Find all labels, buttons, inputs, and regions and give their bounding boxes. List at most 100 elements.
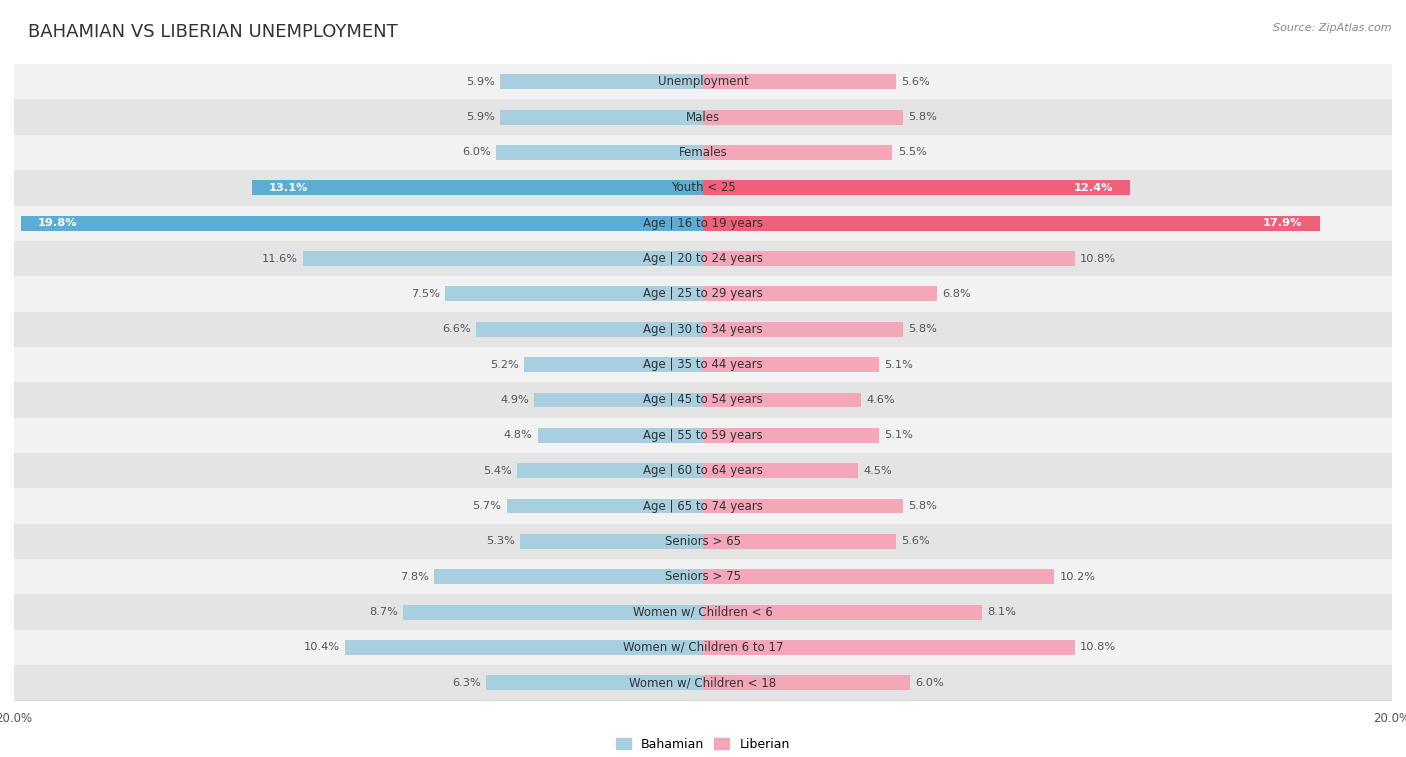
- Bar: [14, 453, 1392, 488]
- Bar: [703, 322, 903, 337]
- Bar: [703, 499, 903, 513]
- Text: 4.6%: 4.6%: [866, 395, 896, 405]
- Bar: [14, 665, 1392, 700]
- Text: Males: Males: [686, 111, 720, 123]
- Text: Age | 25 to 29 years: Age | 25 to 29 years: [643, 288, 763, 301]
- Bar: [14, 559, 1392, 594]
- Text: Age | 16 to 19 years: Age | 16 to 19 years: [643, 217, 763, 229]
- Text: Youth < 25: Youth < 25: [671, 182, 735, 195]
- Bar: [703, 675, 910, 690]
- Text: 8.1%: 8.1%: [987, 607, 1017, 617]
- Bar: [703, 180, 1130, 195]
- Text: 4.5%: 4.5%: [863, 466, 891, 475]
- Text: 5.9%: 5.9%: [465, 76, 495, 87]
- Text: Seniors > 65: Seniors > 65: [665, 535, 741, 548]
- Bar: [703, 286, 938, 301]
- Text: Age | 35 to 44 years: Age | 35 to 44 years: [643, 358, 763, 371]
- Bar: [14, 382, 1392, 418]
- Text: Age | 30 to 34 years: Age | 30 to 34 years: [643, 322, 763, 336]
- Bar: [14, 630, 1392, 665]
- Text: 5.5%: 5.5%: [897, 148, 927, 157]
- Bar: [703, 357, 879, 372]
- Text: 5.1%: 5.1%: [884, 430, 912, 441]
- Bar: [14, 488, 1392, 524]
- Text: 6.0%: 6.0%: [463, 148, 491, 157]
- Text: Women w/ Children < 18: Women w/ Children < 18: [630, 676, 776, 690]
- Legend: Bahamian, Liberian: Bahamian, Liberian: [612, 733, 794, 755]
- Text: 5.6%: 5.6%: [901, 76, 929, 87]
- Text: 5.2%: 5.2%: [489, 360, 519, 369]
- Bar: [703, 605, 981, 619]
- Text: 5.6%: 5.6%: [901, 537, 929, 547]
- Text: Women w/ Children 6 to 17: Women w/ Children 6 to 17: [623, 641, 783, 654]
- Bar: [703, 216, 1320, 231]
- Text: Age | 60 to 64 years: Age | 60 to 64 years: [643, 464, 763, 477]
- Bar: [304, 251, 703, 266]
- Bar: [404, 605, 703, 619]
- Bar: [499, 74, 703, 89]
- Bar: [14, 418, 1392, 453]
- Text: Age | 55 to 59 years: Age | 55 to 59 years: [643, 428, 763, 442]
- Bar: [21, 216, 703, 231]
- Bar: [14, 312, 1392, 347]
- Text: Source: ZipAtlas.com: Source: ZipAtlas.com: [1274, 23, 1392, 33]
- Bar: [475, 322, 703, 337]
- Bar: [703, 393, 862, 407]
- Text: Age | 45 to 54 years: Age | 45 to 54 years: [643, 394, 763, 407]
- Text: 11.6%: 11.6%: [263, 254, 298, 263]
- Text: Age | 20 to 24 years: Age | 20 to 24 years: [643, 252, 763, 265]
- Text: Women w/ Children < 6: Women w/ Children < 6: [633, 606, 773, 618]
- Text: 4.8%: 4.8%: [503, 430, 533, 441]
- Bar: [14, 524, 1392, 559]
- Text: 5.9%: 5.9%: [465, 112, 495, 122]
- Bar: [14, 64, 1392, 99]
- Bar: [14, 99, 1392, 135]
- Bar: [14, 170, 1392, 205]
- Text: Seniors > 75: Seniors > 75: [665, 570, 741, 583]
- Text: 10.2%: 10.2%: [1060, 572, 1095, 581]
- Bar: [703, 640, 1076, 655]
- Bar: [703, 251, 1076, 266]
- Bar: [524, 357, 703, 372]
- Bar: [499, 110, 703, 125]
- Bar: [14, 135, 1392, 170]
- Text: Age | 65 to 74 years: Age | 65 to 74 years: [643, 500, 763, 512]
- Text: 7.8%: 7.8%: [401, 572, 429, 581]
- Text: 13.1%: 13.1%: [269, 183, 308, 193]
- Bar: [703, 569, 1054, 584]
- Bar: [252, 180, 703, 195]
- Text: BAHAMIAN VS LIBERIAN UNEMPLOYMENT: BAHAMIAN VS LIBERIAN UNEMPLOYMENT: [28, 23, 398, 41]
- Bar: [496, 145, 703, 160]
- Text: 6.6%: 6.6%: [441, 324, 471, 335]
- Text: 8.7%: 8.7%: [370, 607, 398, 617]
- Text: 5.8%: 5.8%: [908, 112, 936, 122]
- Text: 5.7%: 5.7%: [472, 501, 502, 511]
- Text: 10.8%: 10.8%: [1080, 254, 1116, 263]
- Text: 7.5%: 7.5%: [411, 289, 440, 299]
- Text: 5.4%: 5.4%: [484, 466, 512, 475]
- Text: 5.8%: 5.8%: [908, 324, 936, 335]
- Text: 6.0%: 6.0%: [915, 678, 943, 688]
- Text: 10.4%: 10.4%: [304, 643, 340, 653]
- Bar: [703, 110, 903, 125]
- Text: 4.9%: 4.9%: [501, 395, 529, 405]
- Bar: [534, 393, 703, 407]
- Bar: [517, 463, 703, 478]
- Bar: [14, 594, 1392, 630]
- Text: 12.4%: 12.4%: [1073, 183, 1114, 193]
- Bar: [344, 640, 703, 655]
- Bar: [703, 74, 896, 89]
- Text: 10.8%: 10.8%: [1080, 643, 1116, 653]
- Bar: [703, 534, 896, 549]
- Text: 5.1%: 5.1%: [884, 360, 912, 369]
- Text: 19.8%: 19.8%: [38, 218, 77, 228]
- Text: 17.9%: 17.9%: [1263, 218, 1302, 228]
- Bar: [14, 205, 1392, 241]
- Text: 6.8%: 6.8%: [942, 289, 972, 299]
- Text: 5.3%: 5.3%: [486, 537, 515, 547]
- Bar: [486, 675, 703, 690]
- Bar: [14, 276, 1392, 312]
- Bar: [444, 286, 703, 301]
- Text: Unemployment: Unemployment: [658, 75, 748, 89]
- Text: Females: Females: [679, 146, 727, 159]
